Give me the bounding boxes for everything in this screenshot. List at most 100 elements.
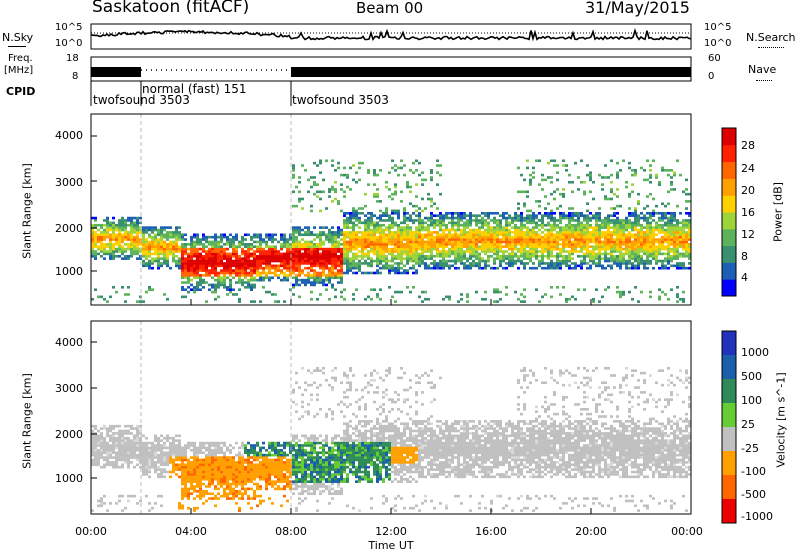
power-pixel bbox=[466, 300, 469, 303]
velocity-pixel bbox=[214, 497, 217, 500]
power-pixel bbox=[628, 192, 631, 196]
power-pixel bbox=[385, 247, 388, 251]
power-pixel bbox=[124, 235, 127, 239]
power-pixel bbox=[361, 247, 364, 251]
power-pixel bbox=[259, 300, 262, 303]
power-pixel bbox=[208, 271, 211, 275]
power-pixel bbox=[403, 247, 406, 251]
power-pixel bbox=[295, 185, 298, 189]
power-pixel bbox=[112, 252, 115, 256]
power-pixel bbox=[373, 250, 376, 253]
power-pixel bbox=[211, 262, 214, 265]
velocity-pixel bbox=[214, 477, 217, 481]
power-pixel bbox=[589, 226, 592, 229]
velocity-pixel bbox=[100, 444, 103, 447]
power-pixel bbox=[427, 235, 430, 239]
velocity-pixel bbox=[91, 448, 94, 452]
power-pixel bbox=[643, 178, 646, 182]
power-pixel bbox=[151, 266, 154, 270]
velocity-pixel bbox=[112, 441, 115, 445]
power-pixel bbox=[634, 169, 637, 172]
velocity-pixel bbox=[214, 446, 217, 450]
power-pixel bbox=[433, 231, 436, 234]
power-pixel bbox=[127, 254, 130, 258]
power-pixel bbox=[493, 257, 496, 260]
power-pixel bbox=[358, 238, 361, 241]
power-pixel bbox=[487, 240, 490, 244]
velocity-pixel bbox=[109, 444, 112, 447]
velocity-pixel bbox=[199, 463, 202, 467]
power-pixel bbox=[631, 221, 634, 225]
power-pixel bbox=[406, 240, 409, 244]
power-pixel bbox=[241, 257, 244, 260]
velocity-pixel bbox=[217, 451, 220, 455]
power-pixel bbox=[676, 219, 679, 222]
power-pixel bbox=[400, 221, 403, 225]
power-pixel bbox=[607, 223, 610, 227]
power-pixel bbox=[595, 288, 598, 291]
power-pixel bbox=[283, 252, 286, 256]
velocity-pixel bbox=[226, 492, 229, 496]
power-pixel bbox=[127, 231, 130, 234]
power-pixel bbox=[532, 262, 535, 265]
power-pixel bbox=[535, 288, 538, 291]
power-pixel bbox=[415, 195, 418, 198]
power-pixel bbox=[484, 262, 487, 265]
power-pixel bbox=[391, 197, 394, 201]
power-pixel bbox=[673, 173, 676, 177]
power-pixel bbox=[106, 252, 109, 256]
velocity-pixel bbox=[223, 468, 226, 471]
velocity-pixel bbox=[181, 456, 184, 459]
power-pixel bbox=[436, 235, 439, 239]
power-pixel bbox=[652, 228, 655, 232]
power-pixel bbox=[535, 235, 538, 239]
power-pixel bbox=[103, 243, 106, 246]
power-pixel bbox=[235, 257, 238, 260]
velocity-pixel bbox=[196, 448, 199, 452]
power-pixel bbox=[187, 269, 190, 272]
power-pixel bbox=[655, 211, 658, 215]
velocity-pixel bbox=[205, 492, 208, 496]
power-pixel bbox=[562, 235, 565, 239]
power-pixel bbox=[595, 262, 598, 265]
power-pixel bbox=[646, 247, 649, 251]
power-pixel bbox=[271, 266, 274, 270]
power-pixel bbox=[292, 190, 295, 194]
power-pixel bbox=[190, 288, 193, 291]
power-pixel bbox=[412, 204, 415, 208]
power-pixel bbox=[298, 262, 301, 265]
power-pixel bbox=[277, 240, 280, 244]
power-pixel bbox=[445, 262, 448, 265]
power-pixel bbox=[436, 250, 439, 253]
power-pixel bbox=[292, 164, 295, 167]
power-pixel bbox=[649, 238, 652, 241]
power-pixel bbox=[250, 262, 253, 265]
power-pixel bbox=[574, 231, 577, 234]
power-pixel bbox=[472, 214, 475, 217]
power-pixel bbox=[634, 254, 637, 258]
power-pixel bbox=[406, 228, 409, 232]
power-pixel bbox=[91, 233, 94, 237]
power-pixel bbox=[601, 176, 604, 179]
power-pixel bbox=[676, 231, 679, 234]
power-pixel bbox=[454, 259, 457, 263]
power-pixel bbox=[673, 238, 676, 241]
power-pixel bbox=[592, 240, 595, 244]
power-pixel bbox=[370, 214, 373, 217]
power-pixel bbox=[328, 269, 331, 272]
power-pixel bbox=[484, 231, 487, 234]
power-pixel bbox=[292, 245, 295, 249]
power-pixel bbox=[493, 300, 496, 303]
velocity-pixel bbox=[217, 461, 220, 464]
velocity-pixel bbox=[130, 424, 133, 428]
power-pixel bbox=[463, 243, 466, 246]
velocity-pixel bbox=[208, 463, 211, 467]
power-pixel bbox=[352, 209, 355, 213]
power-pixel bbox=[415, 169, 418, 172]
power-pixel bbox=[313, 161, 316, 165]
power-pixel bbox=[274, 271, 277, 275]
power-pixel bbox=[232, 264, 235, 268]
power-pixel bbox=[553, 262, 556, 265]
power-pixel bbox=[658, 219, 661, 222]
power-pixel bbox=[331, 252, 334, 256]
